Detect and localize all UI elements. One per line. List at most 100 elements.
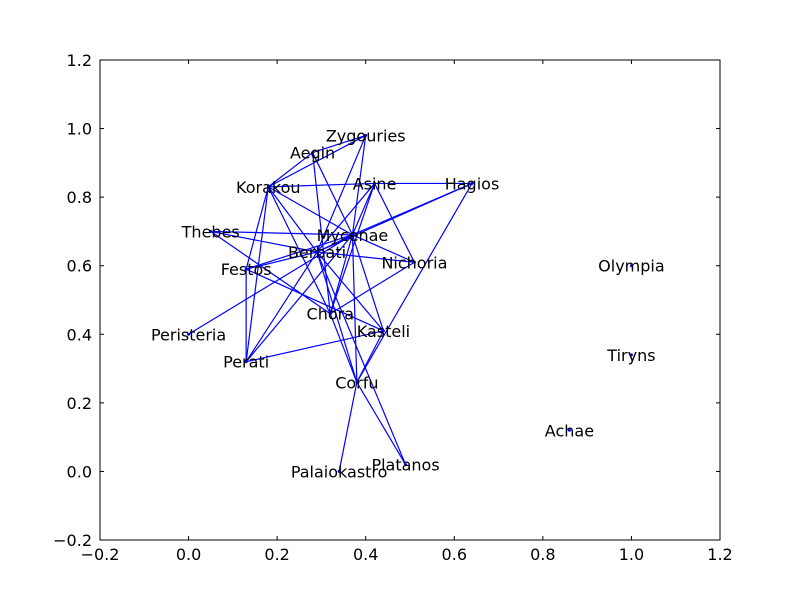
x-tick-label: 0.2 [264,545,289,564]
node-palaiokastro [337,469,341,473]
y-tick-label: 1.0 [67,120,92,139]
edge-aegin-mycenae [312,152,353,236]
node-label-olympia: Olympia [598,257,665,276]
node-festos [244,267,248,271]
edge-mycenae-kasteli [351,234,384,332]
edge-berbati-festos [246,251,318,270]
edge-aegin-korakou [267,152,313,188]
node-label-palaiokastro: Palaiokastro [291,462,388,481]
edge-kasteli-corfu [356,330,384,383]
x-tick-label: 0.6 [442,545,467,564]
node-label-corfu: Corfu [335,373,378,392]
node-tiryns [629,353,633,357]
edge-korakou-chora [267,186,331,314]
node-label-mycenae: Mycenae [317,226,389,245]
edge-berbati-perati [245,251,318,363]
x-tick-label: 0.0 [176,545,201,564]
edge-mycenae-chora [329,234,354,314]
plot-frame [99,59,721,541]
edge-festos-kasteli [245,268,384,332]
edge-mycenae-berbati [316,234,353,253]
node-perati [244,360,248,364]
x-tick-label: 1.2 [707,545,732,564]
node-label-kasteli: Kasteli [357,322,410,341]
node-mycenae [350,233,354,237]
node-peristeria [187,332,191,336]
node-label-chora: Chora [307,305,354,324]
y-tick-label: −0.2 [53,531,92,550]
node-asine [373,181,377,185]
x-tick-label: 0.4 [353,545,378,564]
x-tick-label: 0.8 [530,545,555,564]
edge-zygouries-berbati [316,135,367,253]
edge-berbati-nichoria [316,251,415,263]
y-tick-label: 0.8 [67,188,92,207]
edge-zygouries-mycenae [351,135,367,235]
x-tick-label: −0.2 [81,545,120,564]
edge-mycenae-corfu [351,234,358,383]
edge-thebes-mycenae [210,230,353,236]
edge-korakou-asine [268,182,375,188]
edges-layer [188,134,473,472]
node-label-zygouries: Zygouries [326,126,406,145]
edge-mycenae-peristeria [188,234,353,335]
node-label-aegin: Aegin [290,144,335,163]
edge-zygouries-aegin [312,134,366,154]
edge-asine-nichoria [374,183,415,263]
node-label-hagios: Hagios [445,174,500,193]
node-label-thebes: Thebes [181,222,240,241]
node-thebes [209,229,213,233]
node-chora [328,312,332,316]
node-kasteli [381,329,385,333]
node-label-asine: Asine [353,174,397,193]
edge-berbati-platanos [316,251,407,465]
node-label-achae: Achae [545,421,594,440]
edge-korakou-berbati [267,186,318,253]
edge-nichoria-chora [329,261,415,315]
y-tick-label: 0.4 [67,325,92,344]
node-label-tiryns: Tiryns [606,346,655,365]
edge-berbati-corfu [316,251,358,383]
node-berbati [315,250,319,254]
node-label-festos: Festos [221,260,272,279]
edge-corfu-palaiokastro [338,382,358,472]
edge-hagios-corfu [356,183,473,383]
ticks-layer: −0.2 0.0 0.2 0.4 0.6 0.8 1.0 1.2 −0.2 0.0 0.2 0.4 0.… [53,51,733,564]
node-platanos [404,463,408,467]
edge-mycenae-festos [245,234,353,270]
y-tick-label: 0.0 [67,462,92,481]
node-corfu [355,380,359,384]
edge-asine-mycenae [351,183,376,236]
edge-thebes-chora [210,230,331,315]
node-label-platanos: Platanos [371,456,439,475]
node-zygouries [364,133,368,137]
node-aegin [311,151,315,155]
edge-thebes-berbati [210,230,318,253]
node-nichoria [412,260,416,264]
node-olympia [629,264,633,268]
node-label-berbati: Berbati [288,243,346,262]
y-tick-label: 0.6 [67,257,92,276]
edge-corfu-platanos [356,381,407,465]
nodes-layer [187,133,633,473]
node-label-nichoria: Nichoria [381,253,447,272]
x-tick-label: 1.0 [619,545,644,564]
node-korakou [266,185,270,189]
edge-perati-kasteli [246,330,384,363]
edge-korakou-festos [245,186,269,270]
edge-asine-berbati [316,183,376,253]
node-hagios [470,181,474,185]
edge-mycenae-nichoria [352,234,415,263]
node-label-perati: Perati [223,353,269,372]
edge-chora-corfu [329,313,358,383]
node-label-peristeria: Peristeria [151,325,226,344]
edge-berbati-kasteli [316,251,384,332]
edge-perati-mycenae [245,234,353,363]
y-tick-label: 1.2 [67,51,92,70]
node-label-korakou: Korakou [236,178,301,197]
y-tick-label: 0.2 [67,394,92,413]
node-achae [567,428,571,432]
